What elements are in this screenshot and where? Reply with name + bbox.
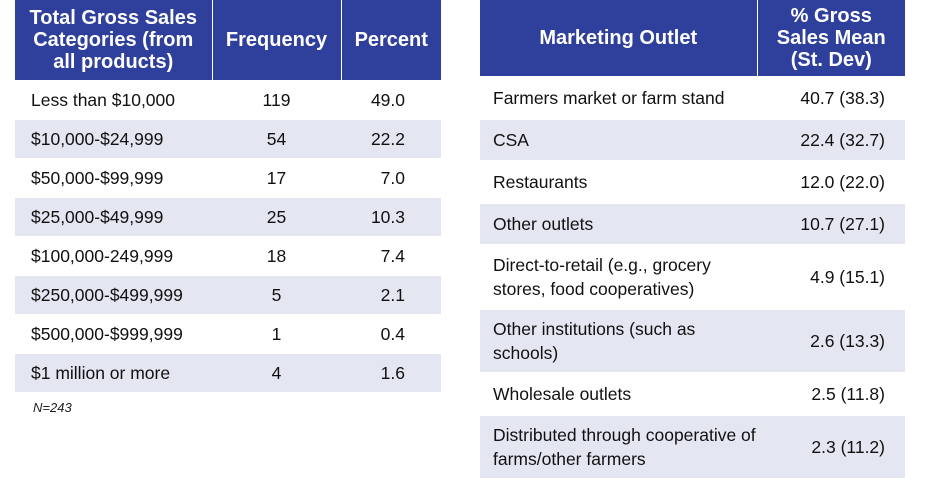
- sales-percent-cell: 7.4: [341, 236, 441, 276]
- sales-percent-cell: 1.6: [341, 353, 441, 392]
- table-row: Farmers market or farm stand 40.7 (38.3): [480, 76, 905, 119]
- sales-frequency-cell: 25: [212, 197, 341, 237]
- outlet-name-cell: Wholesale outlets: [480, 372, 757, 415]
- table-row: $100,000-249,999 18 7.4: [15, 236, 441, 276]
- outlet-mean-cell: 2.5 (11.8): [757, 372, 905, 415]
- table-row: $1 million or more 4 1.6: [15, 353, 441, 392]
- sales-frequency-cell: 4: [212, 353, 341, 392]
- table-row: Distributed through cooperative of farms…: [480, 414, 905, 478]
- outlet-name-cell: Direct-to-retail (e.g., grocery stores, …: [480, 244, 757, 309]
- table-row: CSA 22.4 (32.7): [480, 118, 905, 161]
- sales-frequency-cell: 18: [212, 236, 341, 276]
- table-row: $25,000-$49,999 25 10.3: [15, 197, 441, 237]
- sales-category-table: Total Gross Sales Categories (from all p…: [15, 0, 441, 392]
- sales-frequency-cell: 119: [212, 80, 341, 120]
- table-row: Wholesale outlets 2.5 (11.8): [480, 372, 905, 415]
- outlet-name-cell: CSA: [480, 118, 757, 161]
- sales-percent-cell: 7.0: [341, 158, 441, 198]
- sales-percent-cell: 0.4: [341, 314, 441, 354]
- sales-category-cell: $500,000-$999,999: [15, 314, 212, 354]
- outlet-mean-cell: 2.6 (13.3): [757, 308, 905, 373]
- table-row: Other institutions (such as schools) 2.6…: [480, 308, 905, 373]
- table-row: $250,000-$499,999 5 2.1: [15, 275, 441, 315]
- table-row: $10,000-$24,999 54 22.2: [15, 119, 441, 159]
- outlet-name-cell: Distributed through cooperative of farms…: [480, 414, 757, 478]
- sales-category-cell: $1 million or more: [15, 353, 212, 392]
- marketing-outlet-table: Marketing Outlet % Gross Sales Mean (St.…: [480, 0, 905, 478]
- outlet-mean-cell: 40.7 (38.3): [757, 76, 905, 119]
- outlet-header-outlet: Marketing Outlet: [480, 0, 757, 77]
- sales-header-row: Total Gross Sales Categories (from all p…: [15, 0, 441, 81]
- sales-percent-cell: 2.1: [341, 275, 441, 315]
- sales-header-percent: Percent: [340, 0, 441, 81]
- sales-category-cell: $25,000-$49,999: [15, 197, 212, 237]
- sales-category-cell: $50,000-$99,999: [15, 158, 212, 198]
- table-row: $50,000-$99,999 17 7.0: [15, 158, 441, 198]
- outlet-name-cell: Restaurants: [480, 160, 757, 203]
- sales-percent-cell: 10.3: [341, 197, 441, 237]
- sales-category-cell: $100,000-249,999: [15, 236, 212, 276]
- sales-percent-cell: 49.0: [341, 80, 441, 120]
- sales-header-category: Total Gross Sales Categories (from all p…: [15, 0, 212, 81]
- sales-header-frequency: Frequency: [211, 0, 341, 81]
- outlet-mean-cell: 22.4 (32.7): [757, 118, 905, 161]
- sales-frequency-cell: 54: [212, 119, 341, 159]
- outlet-mean-cell: 12.0 (22.0): [757, 160, 905, 203]
- sample-size-note: N=243: [33, 400, 72, 415]
- sales-percent-cell: 22.2: [341, 119, 441, 159]
- table-row: Other outlets 10.7 (27.1): [480, 202, 905, 245]
- outlet-mean-cell: 4.9 (15.1): [757, 244, 905, 309]
- sales-category-cell: $10,000-$24,999: [15, 119, 212, 159]
- outlet-mean-cell: 10.7 (27.1): [757, 202, 905, 245]
- sales-frequency-cell: 5: [212, 275, 341, 315]
- outlet-name-cell: Farmers market or farm stand: [480, 76, 757, 119]
- sales-frequency-cell: 17: [212, 158, 341, 198]
- outlet-header-row: Marketing Outlet % Gross Sales Mean (St.…: [480, 0, 905, 77]
- table-row: Restaurants 12.0 (22.0): [480, 160, 905, 203]
- outlet-header-mean: % Gross Sales Mean (St. Dev): [756, 0, 905, 77]
- table-row: Direct-to-retail (e.g., grocery stores, …: [480, 244, 905, 309]
- outlet-name-cell: Other outlets: [480, 202, 757, 245]
- table-row: Less than $10,000 119 49.0: [15, 80, 441, 120]
- table-row: $500,000-$999,999 1 0.4: [15, 314, 441, 354]
- outlet-name-cell: Other institutions (such as schools): [480, 308, 757, 373]
- sales-category-cell: Less than $10,000: [15, 80, 212, 120]
- sales-category-cell: $250,000-$499,999: [15, 275, 212, 315]
- outlet-mean-cell: 2.3 (11.2): [757, 414, 905, 478]
- sales-frequency-cell: 1: [212, 314, 341, 354]
